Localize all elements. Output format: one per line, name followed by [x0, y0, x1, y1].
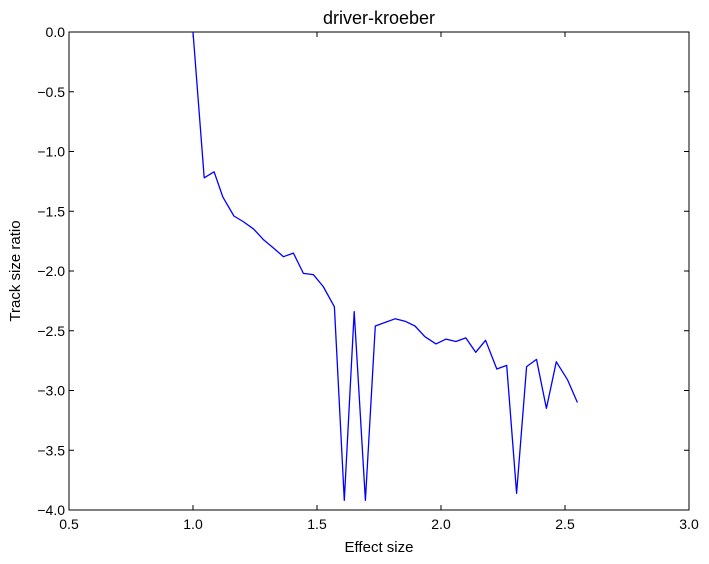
y-tick-label: −1.5 [37, 203, 65, 219]
x-tick-label: 2.0 [431, 516, 451, 532]
x-tick-label: 1.0 [183, 516, 203, 532]
y-tick-label: −2.0 [37, 263, 65, 279]
x-axis-title: Effect size [345, 539, 414, 556]
y-tick-label: −4.0 [37, 502, 65, 518]
y-tick-label: −1.0 [37, 144, 65, 160]
chart-title: driver-kroeber [323, 8, 435, 28]
y-tick-label: −0.5 [37, 84, 65, 100]
series-line [192, 31, 578, 502]
y-tick-label: −2.5 [37, 323, 65, 339]
x-tick-label: 1.5 [307, 516, 327, 532]
plot-area: 0.5 1.0 1.5 2.0 2.5 3.0 0.0 −0.5 −1.0 −1.5 −2.0 −2.… [37, 24, 699, 532]
y-tick-label: −3.0 [37, 383, 65, 399]
y-tick-label: −3.5 [37, 442, 65, 458]
x-tick-label: 0.5 [59, 516, 79, 532]
x-tick-label: 3.0 [679, 516, 699, 532]
x-tick-label: 2.5 [555, 516, 575, 532]
plot-frame [68, 31, 690, 511]
y-axis-title: Track size ratio [7, 220, 24, 321]
y-tick-label: 0.0 [46, 24, 66, 40]
